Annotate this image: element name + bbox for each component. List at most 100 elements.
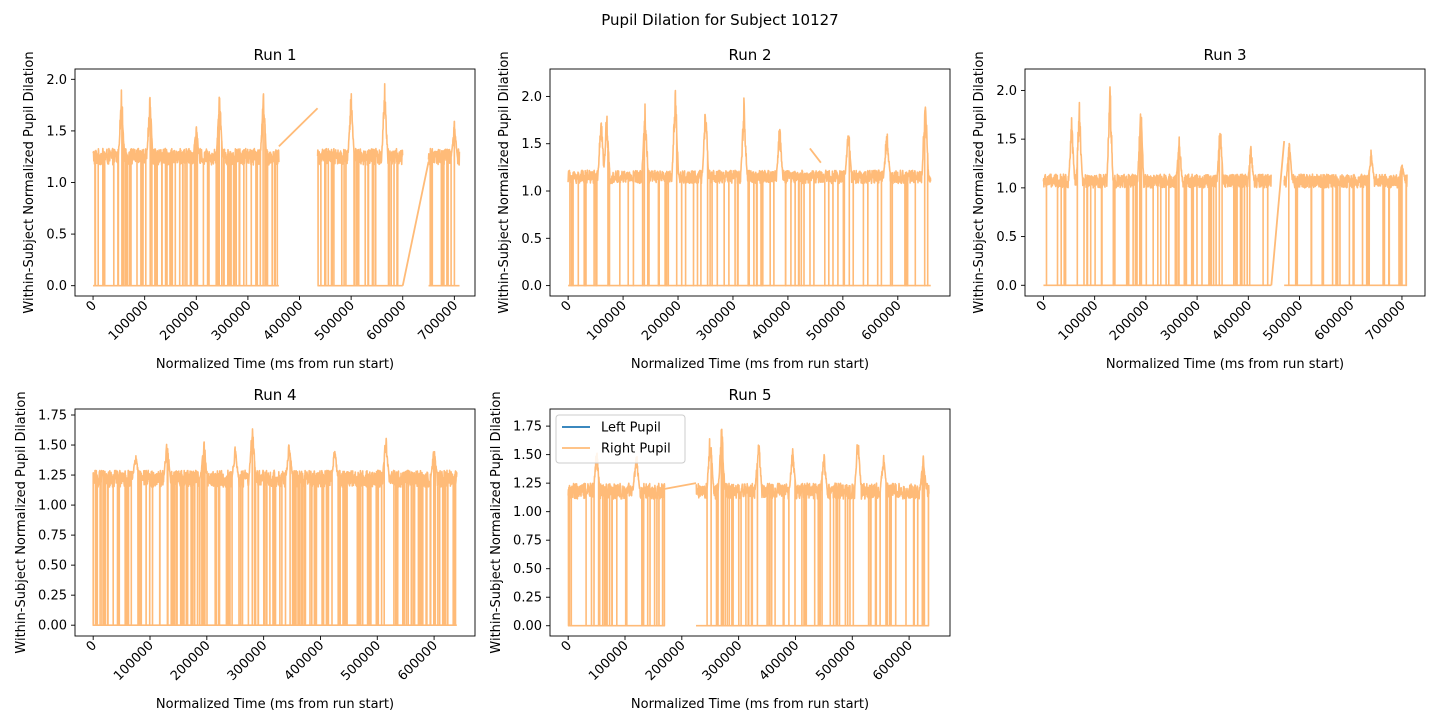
legend-entry: Right Pupil: [601, 442, 671, 457]
y-tick-label: 1.75: [513, 420, 542, 435]
x-tick-label: 100000: [111, 638, 157, 684]
x-axis-label: Normalized Time (ms from run start): [631, 357, 869, 372]
x-tick-label: 200000: [643, 638, 689, 684]
x-tick-label: 0: [1034, 298, 1050, 314]
y-tick-label: 1.5: [996, 133, 1017, 148]
axes-frame: [1024, 68, 1426, 297]
x-tick-label: 0: [559, 638, 575, 654]
x-tick-label: 600000: [870, 638, 916, 684]
x-tick-label: 0: [84, 638, 100, 654]
x-tick-label: 200000: [168, 638, 214, 684]
subplot-run-3: 0 100000 200000 300000 400000 500000 600000 700…: [972, 46, 1426, 372]
y-axis-label: Within-Subject Normalized Pupil Dilation: [22, 51, 37, 313]
series-right-pupil-gap-line: [809, 147, 822, 164]
series-right-pupil-gap-line: [664, 482, 697, 490]
subplot-title: Run 4: [253, 386, 296, 404]
x-tick-label: 500000: [1261, 298, 1307, 344]
y-tick-label: 0.5: [521, 232, 542, 247]
x-tick-label: 500000: [312, 298, 358, 344]
x-tick-label: 100000: [1056, 298, 1102, 344]
x-tick-label: 0: [558, 298, 574, 314]
x-tick-label: 300000: [700, 638, 746, 684]
x-tick-label: 300000: [1158, 298, 1204, 344]
legend-entry: Left Pupil: [601, 421, 661, 436]
y-tick-label: 2.0: [996, 84, 1017, 99]
y-tick-label: 1.0: [46, 176, 67, 191]
y-axis-label: Within-Subject Normalized Pupil Dilation: [14, 391, 29, 653]
x-tick-label: 400000: [749, 298, 795, 344]
x-tick-label: 400000: [1209, 298, 1255, 344]
y-tick-label: 0.5: [46, 228, 67, 243]
y-tick-label: 1.5: [46, 124, 67, 139]
subplot-run-2: 0 100000 200000 300000 400000 500000 600000 0.0…: [497, 46, 951, 372]
axes-frame: [549, 408, 951, 637]
x-tick-label: 100000: [584, 298, 630, 344]
y-tick-label: 2.0: [521, 90, 542, 105]
y-tick-label: 0.75: [38, 529, 67, 544]
y-tick-label: 0.25: [38, 589, 67, 604]
x-tick-label: 200000: [1107, 298, 1153, 344]
subplot-title: Run 2: [728, 46, 771, 64]
y-tick-label: 0.00: [513, 619, 542, 634]
y-tick-label: 1.0: [521, 185, 542, 200]
x-tick-label: 600000: [364, 298, 410, 344]
y-tick-label: 0.0: [521, 279, 542, 294]
series-right-pupil-line: [1042, 86, 1408, 287]
x-tick-label: 600000: [1312, 298, 1358, 344]
subplot-title: Run 1: [253, 46, 296, 64]
y-tick-label: 1.25: [38, 469, 67, 484]
y-tick-label: 0.00: [38, 619, 67, 634]
series-right-pupil-gap-line: [278, 107, 319, 148]
y-tick-label: 0.50: [513, 562, 542, 577]
x-tick-label: 300000: [694, 298, 740, 344]
x-tick-label: 0: [83, 298, 99, 314]
x-tick-label: 400000: [282, 638, 328, 684]
y-tick-label: 0.50: [38, 559, 67, 574]
x-tick-label: 500000: [804, 298, 850, 344]
subplot-title: Run 3: [1203, 46, 1246, 64]
y-tick-label: 1.0: [996, 181, 1017, 196]
x-tick-label: 600000: [395, 638, 441, 684]
subplot-title: Run 5: [728, 386, 771, 404]
x-tick-label: 300000: [209, 298, 255, 344]
series-right-pupil-gap-line: [1270, 141, 1286, 286]
x-tick-label: 300000: [225, 638, 271, 684]
y-tick-label: 0.0: [996, 279, 1017, 294]
y-tick-label: 0.0: [46, 279, 67, 294]
y-tick-label: 0.25: [513, 591, 542, 606]
x-axis-label: Normalized Time (ms from run start): [1106, 357, 1344, 372]
x-tick-label: 700000: [1363, 298, 1409, 344]
x-axis-label: Normalized Time (ms from run start): [156, 357, 394, 372]
x-tick-label: 500000: [813, 638, 859, 684]
series-right-pupil-gap-line: [401, 161, 430, 286]
y-tick-label: 2.0: [46, 73, 67, 88]
figure-title: Pupil Dilation for Subject 10127: [601, 11, 839, 29]
y-tick-label: 1.00: [38, 499, 67, 514]
y-tick-label: 0.5: [996, 230, 1017, 245]
y-axis-label: Within-Subject Normalized Pupil Dilation: [497, 51, 512, 313]
axes-frame: [74, 408, 476, 637]
series-right-pupil-line: [567, 89, 932, 287]
x-axis-label: Normalized Time (ms from run start): [631, 697, 869, 712]
x-tick-label: 100000: [106, 298, 152, 344]
subplot-run-4: 0 100000 200000 300000 400000 500000 600000 0.0…: [14, 386, 476, 712]
y-tick-label: 1.50: [513, 448, 542, 463]
y-axis-label: Within-Subject Normalized Pupil Dilation: [489, 391, 504, 653]
x-tick-label: 600000: [859, 298, 905, 344]
x-tick-label: 400000: [261, 298, 307, 344]
y-tick-label: 0.75: [513, 534, 542, 549]
series-right-pupil-line: [567, 428, 930, 627]
y-tick-label: 1.5: [521, 137, 542, 152]
y-tick-label: 1.25: [513, 477, 542, 492]
x-tick-label: 400000: [757, 638, 803, 684]
y-tick-label: 1.00: [513, 505, 542, 520]
y-tick-label: 1.50: [38, 439, 67, 454]
x-tick-label: 100000: [586, 638, 632, 684]
x-axis-label: Normalized Time (ms from run start): [156, 697, 394, 712]
subplot-run-5: 0 100000 200000 300000 400000 500000 600000 0.0…: [489, 386, 951, 712]
y-tick-label: 1.75: [38, 409, 67, 424]
subplot-run-1: 0 100000 200000 300000 400000 500000 600000 700…: [22, 46, 476, 372]
series-right-pupil-line: [92, 428, 458, 626]
legend: Left Pupil Right Pupil: [555, 414, 686, 464]
